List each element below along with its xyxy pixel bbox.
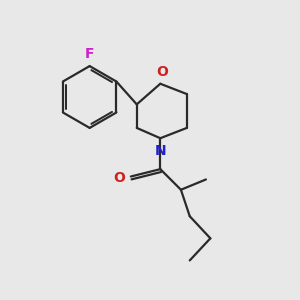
Text: N: N	[154, 143, 166, 158]
Text: O: O	[113, 171, 125, 185]
Text: F: F	[85, 47, 94, 61]
Text: O: O	[156, 65, 168, 79]
